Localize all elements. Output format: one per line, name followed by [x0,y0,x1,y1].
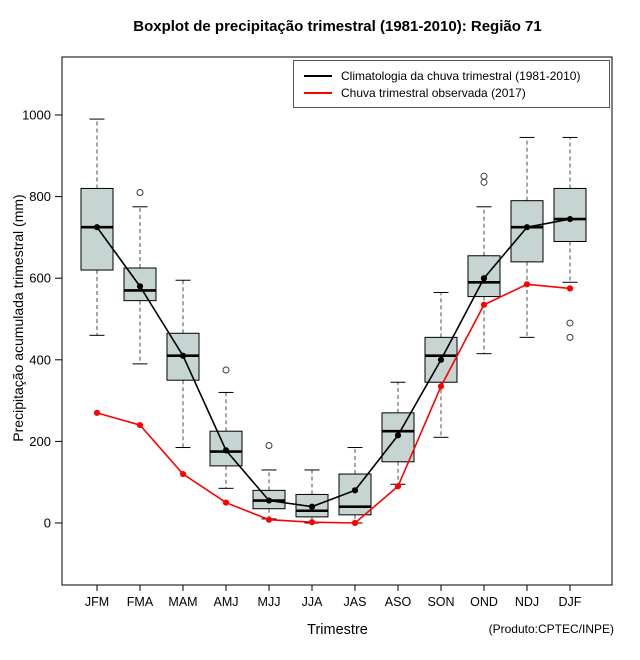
observed-point [93,409,101,416]
x-tick-label: SON [427,595,454,609]
climatology-point [265,497,273,504]
climatology-point [136,283,144,290]
legend-item-label: Chuva trimestral observada (2017) [341,85,526,100]
outlier-point [480,172,488,180]
observed-point [437,383,445,390]
legend-item-observed: Chuva trimestral observada (2017) [304,84,601,101]
x-tick-label: ASO [385,595,412,609]
y-tick-label: 200 [29,434,51,449]
observed-point [523,281,531,288]
outlier-point [480,178,488,186]
observed-point [566,285,574,292]
footnote: (Produto:CPTEC/INPE) [488,622,614,636]
observed-point [222,499,230,506]
observed-line-sample [304,91,332,94]
observed-point [265,516,273,523]
climatology-point [394,432,402,439]
observed-point [480,301,488,308]
climatology-point [437,356,445,363]
x-tick-label: MJJ [258,595,281,609]
observed-point [136,421,144,429]
box [467,255,501,298]
climatology-point [179,352,187,359]
box [553,187,587,242]
climatology-point [93,224,101,231]
outlier-point [566,319,574,327]
climatology-point [222,447,230,454]
climatology-point [351,487,359,494]
x-tick-label: AMJ [214,595,239,609]
x-tick-label: JJA [302,595,324,609]
climatology-point [523,224,531,231]
page-title: Boxplot de precipitação trimestral (1981… [133,18,542,35]
x-tick-label: DJF [559,595,582,609]
x-tick-label: JFM [85,595,109,609]
x-axis-label: Trimestre [307,622,368,638]
outlier-point [136,189,144,197]
observed-point [394,483,402,490]
climatology-point [566,215,574,223]
legend: Climatologia da chuva trimestral (1981-2… [293,60,610,108]
y-tick-label: 800 [29,189,51,204]
y-tick-label: 1000 [22,108,51,123]
observed-point [308,519,316,526]
box [510,200,544,263]
y-tick-label: 600 [29,271,51,286]
legend-item-climatology: Climatologia da chuva trimestral (1981-2… [304,67,601,84]
x-tick-label: MAM [168,595,197,609]
x-tick-label: OND [470,595,498,609]
y-tick-label: 0 [44,516,51,531]
outlier-point [222,366,230,374]
x-tick-label: JAS [344,595,367,609]
climatology-point [308,503,316,510]
climatology-line [96,218,571,508]
legend-item-label: Climatologia da chuva trimestral (1981-2… [341,68,581,83]
outlier-point [566,333,574,341]
observed-point [179,470,187,478]
y-axis-label: Precipitação acumulada trimestral (mm) [10,194,26,442]
plot-border [61,56,613,586]
climatology-point [480,275,488,282]
outlier-point [265,441,273,449]
observed-point [351,519,359,527]
x-tick-label: FMA [127,595,154,609]
y-tick-label: 400 [29,352,51,367]
observed-line [96,283,571,524]
climatology-line-sample [304,74,332,77]
x-tick-label: NDJ [515,595,539,609]
